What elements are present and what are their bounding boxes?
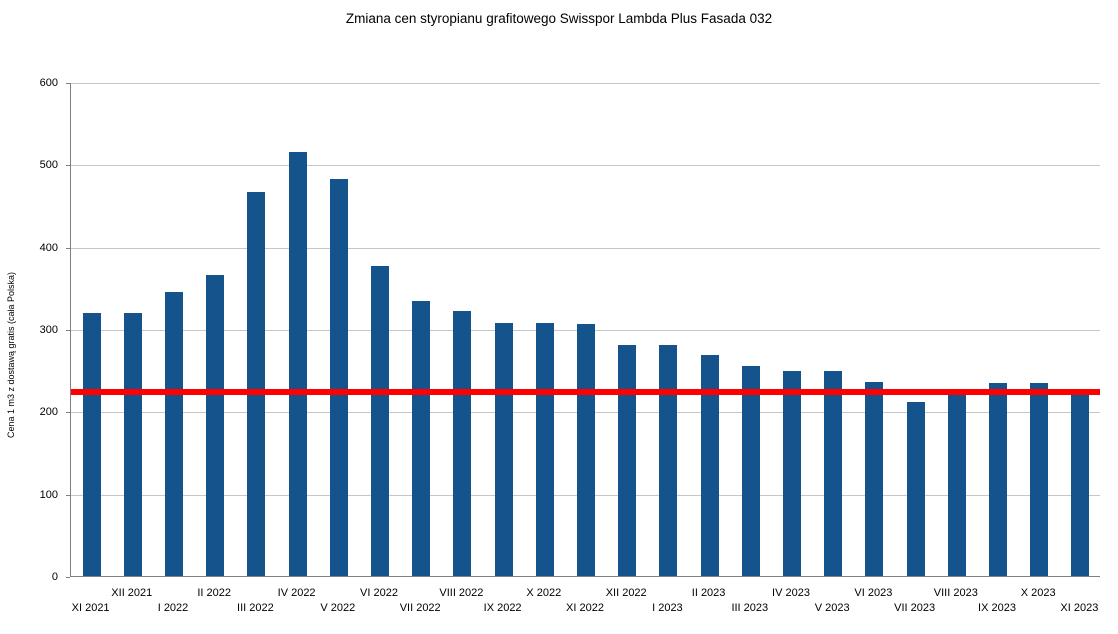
x-tick-label: XI 2022 [566, 602, 604, 614]
gridline [71, 83, 1100, 84]
chart-title: Zmiana cen styropianu grafitowego Swissp… [345, 11, 773, 26]
x-tick-label: I 2023 [652, 602, 683, 614]
plot-area [70, 83, 1100, 577]
x-tick-label: VIII 2023 [933, 587, 978, 599]
bar [824, 371, 843, 576]
reference-line [71, 388, 1100, 395]
bar [165, 291, 183, 576]
x-tick-label: XI 2023 [1060, 602, 1099, 614]
y-tick-mark [66, 83, 70, 84]
x-tick-label: VI 2022 [360, 587, 398, 599]
x-tick-label: I 2022 [157, 602, 189, 614]
x-tick-label: V 2022 [320, 602, 356, 614]
bar [1030, 382, 1049, 576]
bar [865, 381, 884, 576]
gridline [71, 247, 1100, 249]
y-tick-mark [66, 494, 70, 496]
x-tick-label: IV 2023 [772, 587, 810, 599]
x-tick-label: XII 2021 [111, 587, 153, 599]
bar [906, 402, 925, 576]
bar [247, 191, 266, 576]
x-tick-label: V 2023 [814, 602, 850, 614]
y-tick-label: 0 [51, 571, 58, 583]
gridline [71, 165, 1100, 167]
bar [453, 310, 472, 576]
bar [577, 324, 595, 576]
bar [783, 371, 801, 576]
y-tick-label: 100 [39, 488, 58, 501]
bar [1071, 393, 1090, 576]
x-tick-label: III 2023 [731, 602, 769, 614]
x-tick-label: X 2022 [526, 587, 562, 599]
bar [329, 179, 348, 576]
x-tick-label: III 2022 [237, 602, 274, 614]
bar [206, 275, 225, 576]
bar [412, 301, 431, 576]
x-tick-label: IX 2022 [483, 602, 522, 614]
x-tick-label: XII 2022 [605, 587, 647, 599]
x-tick-label: IX 2023 [978, 602, 1016, 614]
y-tick-mark [66, 247, 70, 249]
y-axis-tick-labels: 0 100 200 300 400 500 600 [0, 77, 64, 583]
bar [659, 345, 678, 576]
y-tick-label: 600 [39, 77, 58, 89]
x-tick-label: X 2023 [1020, 587, 1056, 599]
bar [288, 151, 307, 576]
y-tick-mark [66, 412, 70, 414]
y-tick-label: 200 [39, 406, 58, 419]
x-tick-label: XI 2021 [71, 602, 110, 614]
y-tick-mark [66, 165, 70, 167]
y-tick-label: 400 [39, 241, 58, 254]
bar [494, 323, 513, 576]
bar [535, 323, 554, 576]
bar [989, 383, 1007, 576]
y-tick-mark [66, 577, 70, 578]
y-tick-label: 500 [39, 159, 58, 172]
y-tick-mark [66, 330, 70, 331]
bar [947, 392, 966, 576]
bar [371, 265, 389, 576]
x-tick-label: II 2023 [691, 587, 726, 599]
bar [123, 312, 142, 576]
bar [741, 366, 760, 576]
y-tick-label: 300 [39, 324, 58, 336]
bar [700, 354, 719, 576]
x-tick-label: VII 2023 [894, 602, 936, 614]
x-tick-label: VIII 2022 [439, 587, 484, 599]
x-tick-label: VI 2023 [854, 587, 893, 599]
x-axis-tick-labels: XI 2021 XII 2021 I 2022 II 2022 III 2022 IV 2… [70, 577, 1100, 622]
x-tick-label: IV 2022 [277, 587, 316, 599]
bar [618, 345, 637, 576]
x-tick-label: II 2022 [197, 587, 232, 599]
bar [82, 312, 101, 576]
x-tick-label: VII 2022 [399, 602, 441, 614]
